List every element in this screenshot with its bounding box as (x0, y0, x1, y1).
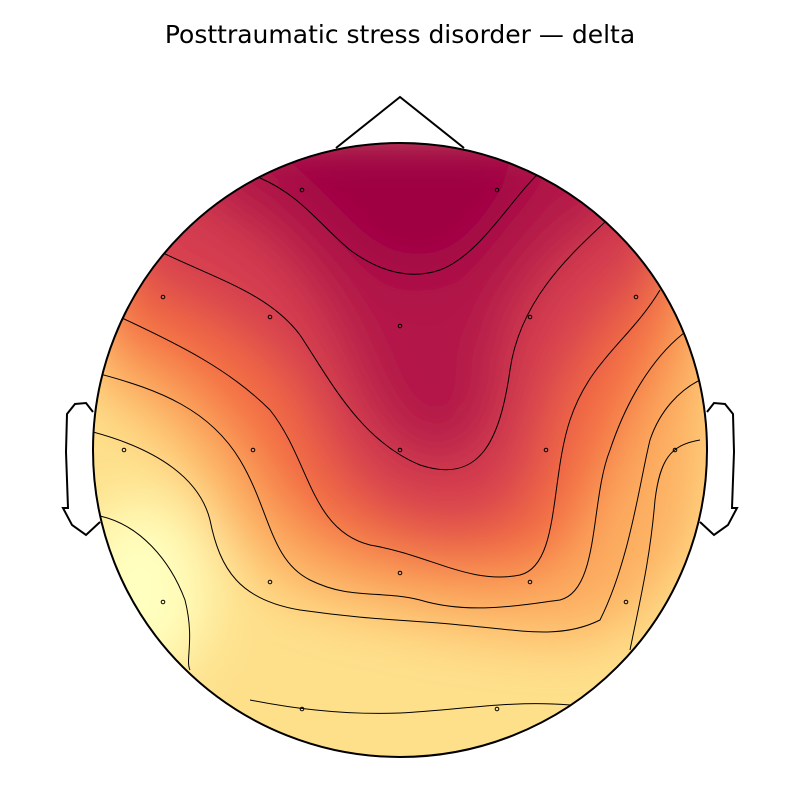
chart-title: Posttraumatic stress disorder — delta (164, 20, 636, 49)
contour-line (629, 439, 701, 651)
sensor-marker (250, 447, 256, 453)
sensor-marker (397, 570, 403, 576)
sensor-marker (397, 323, 403, 329)
sensor-marker (672, 447, 678, 453)
contour-line (259, 171, 541, 275)
contour-line (93, 379, 701, 633)
nose-outline (335, 95, 465, 149)
sensor-marker (543, 447, 549, 453)
sensor-marker (397, 447, 403, 453)
scalp-heatmap (93, 143, 707, 757)
left-ear-outline (61, 401, 101, 537)
heatmap-band-4 (180, 143, 640, 460)
sensor-marker (494, 187, 500, 193)
heatmap-band-5 (260, 143, 540, 277)
sensor-marker (527, 579, 533, 585)
head-circle (92, 142, 708, 758)
right-ear-outline (699, 401, 739, 537)
sensor-marker (160, 294, 166, 300)
contour-line (121, 289, 661, 578)
sensor-marker (527, 314, 533, 320)
sensor-markers (121, 187, 678, 712)
sensor-marker (267, 314, 273, 320)
contour-line (162, 221, 606, 471)
sensor-marker (160, 599, 166, 605)
head-outline (61, 95, 739, 758)
sensor-marker (633, 294, 639, 300)
contour-lines (93, 171, 701, 714)
sensor-marker (623, 599, 629, 605)
sensor-marker (299, 187, 305, 193)
sensor-marker (267, 579, 273, 585)
sensor-marker (121, 447, 127, 453)
sensor-marker (494, 706, 500, 712)
contour-line (99, 329, 689, 609)
contour-line (99, 515, 191, 671)
sensor-marker (299, 706, 305, 712)
contour-line (249, 699, 571, 714)
